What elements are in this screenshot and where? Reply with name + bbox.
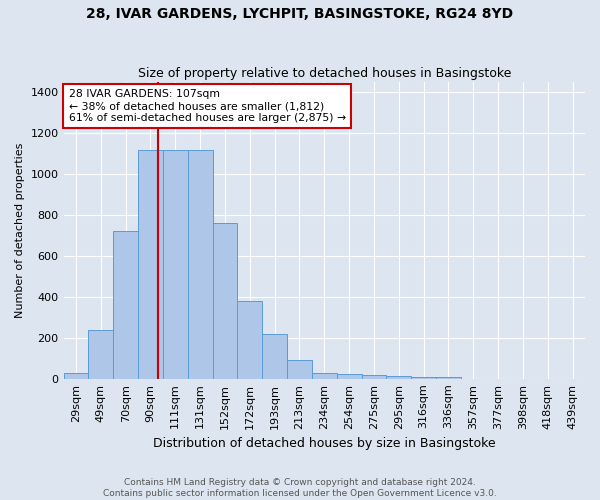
Bar <box>262 334 287 379</box>
Bar <box>163 150 188 379</box>
Bar <box>113 232 138 379</box>
Bar <box>138 150 163 379</box>
Bar <box>212 224 238 379</box>
Title: Size of property relative to detached houses in Basingstoke: Size of property relative to detached ho… <box>137 66 511 80</box>
Y-axis label: Number of detached properties: Number of detached properties <box>15 142 25 318</box>
Text: Contains HM Land Registry data © Crown copyright and database right 2024.
Contai: Contains HM Land Registry data © Crown c… <box>103 478 497 498</box>
Bar <box>88 330 113 379</box>
Bar <box>337 374 362 379</box>
Bar <box>287 360 312 379</box>
Bar <box>386 376 411 379</box>
Bar <box>64 372 88 379</box>
X-axis label: Distribution of detached houses by size in Basingstoke: Distribution of detached houses by size … <box>153 437 496 450</box>
Bar <box>238 301 262 379</box>
Bar <box>362 374 386 379</box>
Bar <box>188 150 212 379</box>
Text: 28, IVAR GARDENS, LYCHPIT, BASINGSTOKE, RG24 8YD: 28, IVAR GARDENS, LYCHPIT, BASINGSTOKE, … <box>86 8 514 22</box>
Bar <box>436 377 461 379</box>
Text: 28 IVAR GARDENS: 107sqm
← 38% of detached houses are smaller (1,812)
61% of semi: 28 IVAR GARDENS: 107sqm ← 38% of detache… <box>69 90 346 122</box>
Bar <box>312 372 337 379</box>
Bar <box>411 377 436 379</box>
